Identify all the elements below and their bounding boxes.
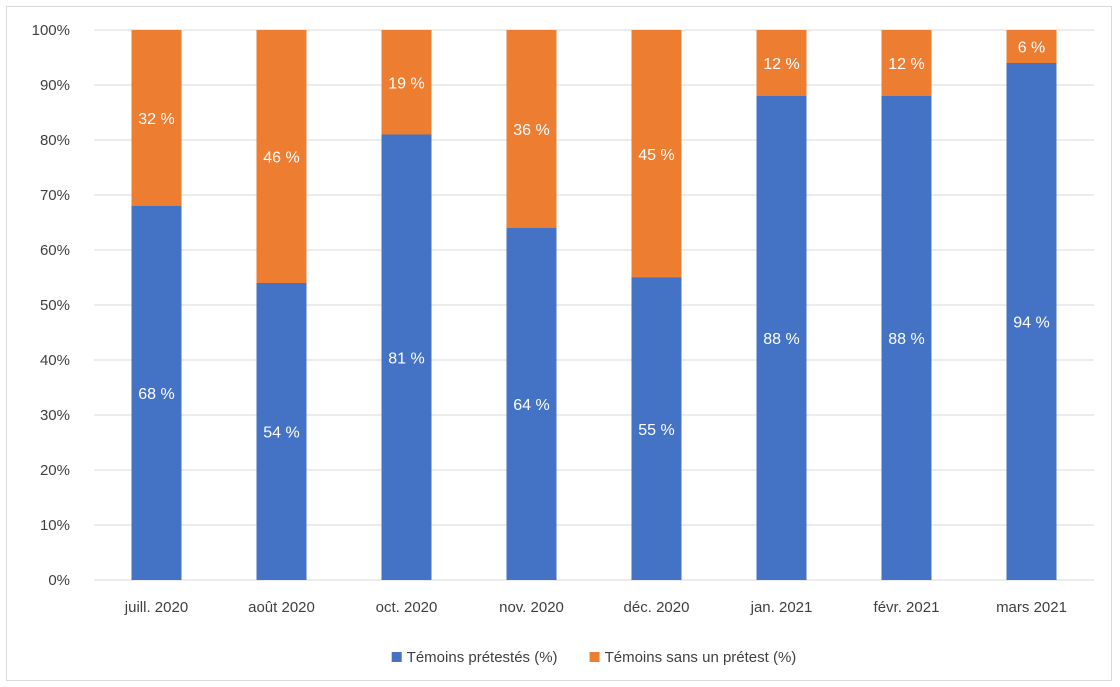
data-label: 19 % — [388, 75, 424, 92]
legend-label: Témoins prétestés (%) — [407, 649, 558, 666]
y-tick-label: 90% — [40, 77, 70, 94]
legend-swatch — [589, 652, 600, 662]
bar-segment-pretested — [506, 228, 557, 580]
data-label: 45 % — [638, 147, 674, 164]
data-label: 64 % — [513, 397, 549, 414]
data-label: 12 % — [763, 56, 799, 73]
y-tick-label: 20% — [40, 462, 70, 479]
bar-segment-pretested — [631, 277, 682, 580]
y-tick-label: 30% — [40, 407, 70, 424]
data-label: 54 % — [263, 425, 299, 442]
legend-label: Témoins sans un prétest (%) — [605, 649, 797, 666]
bar-segment-without-pretest — [506, 30, 557, 228]
x-tick-label: nov. 2020 — [499, 599, 564, 616]
gridlines — [94, 29, 1094, 581]
data-labels: 68 % 32 % 54 % 46 % 81 % 19 % 64 % 36 % 55 % 45 %… — [138, 40, 1049, 442]
legend-swatch — [391, 652, 402, 662]
bar-segment-pretested — [1006, 63, 1057, 580]
bars — [131, 30, 1057, 580]
legend-item-without-pretest: Témoins sans un prétest (%) — [589, 649, 797, 666]
bar-segment-without-pretest — [131, 30, 182, 206]
bar-segment-pretested — [381, 134, 432, 580]
bar-segment-pretested — [881, 96, 932, 580]
y-tick-label: 80% — [40, 132, 70, 149]
data-label: 6 % — [1018, 40, 1046, 57]
data-label: 94 % — [1013, 315, 1049, 332]
data-label: 88 % — [763, 331, 799, 348]
y-axis-tick-labels: 0% 10% 20% 30% 40% 50% 60% 70% 80% 90% 100% — [32, 22, 70, 589]
data-label: 81 % — [388, 350, 424, 367]
data-label: 68 % — [138, 386, 174, 403]
bar-segment-without-pretest — [256, 30, 307, 283]
legend-item-pretested: Témoins prétestés (%) — [391, 649, 558, 666]
x-tick-label: déc. 2020 — [624, 599, 690, 616]
x-axis-tick-labels: juill. 2020 août 2020 oct. 2020 nov. 2020 dé… — [124, 599, 1067, 616]
y-tick-label: 40% — [40, 352, 70, 369]
bar-segment-without-pretest — [881, 30, 932, 96]
bar-segment-pretested — [256, 283, 307, 580]
x-tick-label: jan. 2021 — [750, 599, 813, 616]
bar-segment-pretested — [131, 206, 182, 580]
x-tick-label: févr. 2021 — [874, 599, 940, 616]
data-label: 12 % — [888, 56, 924, 73]
x-tick-label: oct. 2020 — [376, 599, 438, 616]
bar-segment-without-pretest — [756, 30, 807, 96]
data-label: 36 % — [513, 122, 549, 139]
x-tick-label: juill. 2020 — [124, 599, 188, 616]
data-label: 55 % — [638, 422, 674, 439]
bar-segment-pretested — [756, 96, 807, 580]
bar-segment-without-pretest — [631, 30, 682, 278]
bar-segment-without-pretest — [381, 30, 432, 135]
y-tick-label: 60% — [40, 242, 70, 259]
y-tick-label: 0% — [48, 572, 70, 589]
y-tick-label: 100% — [32, 22, 70, 39]
x-tick-label: août 2020 — [248, 599, 315, 616]
x-tick-label: mars 2021 — [996, 599, 1067, 616]
data-label: 32 % — [138, 111, 174, 128]
data-label: 88 % — [888, 331, 924, 348]
bar-segment-without-pretest — [1006, 30, 1057, 63]
y-tick-label: 10% — [40, 517, 70, 534]
legend: Témoins prétestés (%) Témoins sans un pré… — [391, 649, 797, 666]
y-tick-label: 70% — [40, 187, 70, 204]
y-tick-label: 50% — [40, 297, 70, 314]
data-label: 46 % — [263, 150, 299, 167]
